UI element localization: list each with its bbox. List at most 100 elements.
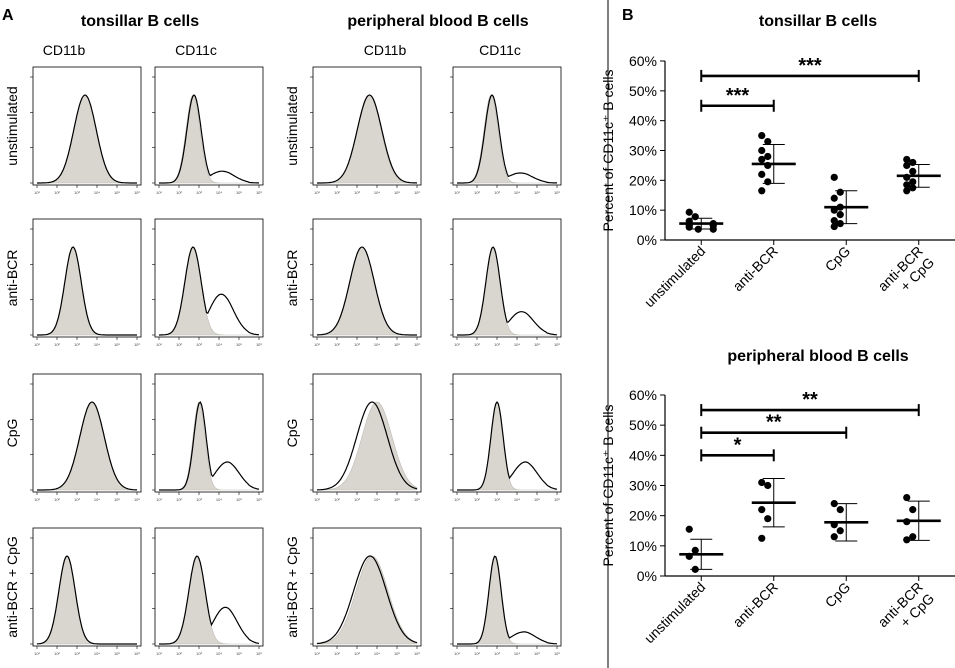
data-point (830, 173, 838, 181)
decade-label: 10² (334, 651, 340, 656)
isotype-histogram (317, 401, 418, 491)
decade-label: 10¹ (314, 342, 320, 347)
y-tick-label: 50% (629, 417, 657, 433)
row-label: anti-BCR + CpG (4, 536, 20, 638)
marker-histogram (159, 246, 260, 336)
x-category-line: unstimulated (641, 243, 708, 310)
data-point (758, 146, 766, 155)
decade-label: 10⁶ (134, 497, 140, 502)
decade-label: 10⁶ (134, 342, 140, 347)
decade-label: 10⁵ (534, 190, 540, 195)
chart-tonsil-title: tonsillar B cells (759, 13, 877, 30)
decade-label: 10⁵ (534, 651, 540, 656)
histogram-grid: unstimulated unstimulated 10¹ 10² 10³ 10⁴ 10⁵ 1… (4, 66, 562, 656)
data-point (764, 515, 772, 523)
decade-label: 10³ (196, 651, 202, 656)
data-point (836, 506, 844, 514)
col-title-blood-cd11b: CD11b (364, 42, 407, 58)
decade-label: 10¹ (454, 497, 460, 502)
y-tick-label: 50% (629, 83, 657, 99)
panel-a-letter: A (2, 7, 14, 24)
data-point (758, 170, 766, 178)
col-title-tonsil-cd11c: CD11c (175, 42, 217, 58)
data-point (903, 493, 911, 502)
x-category-label: unstimulated (641, 243, 708, 310)
decade-label: 10¹ (454, 651, 460, 656)
decade-label: 10⁴ (216, 651, 222, 656)
blood-group-title: peripheral blood B cells (347, 13, 528, 30)
decade-label: 10³ (74, 497, 80, 502)
histogram-frame (32, 527, 142, 647)
data-point (903, 161, 911, 170)
decade-label: 10² (474, 651, 480, 656)
decade-label: 10³ (494, 342, 500, 347)
panel-b-letter: B (622, 7, 634, 24)
isotype-histogram (316, 555, 418, 645)
data-point (764, 481, 772, 490)
decade-label: 10⁵ (114, 342, 120, 347)
marker-histogram (36, 555, 137, 645)
data-point (691, 213, 699, 221)
decade-label: 10⁴ (94, 497, 100, 502)
decade-label: 10⁶ (256, 342, 262, 347)
decade-label: 10² (54, 342, 60, 347)
decade-label: 10³ (74, 190, 80, 195)
decade-label: 10³ (196, 342, 202, 347)
x-category-line: CpG (822, 243, 854, 275)
decade-label: 10⁴ (94, 651, 100, 656)
marker-histogram (457, 94, 557, 184)
data-point (758, 534, 766, 542)
decade-label: 10³ (494, 497, 500, 502)
data-point (903, 187, 911, 195)
x-category-label: unstimulated (641, 579, 708, 646)
chart-blood-title: peripheral blood B cells (727, 348, 908, 365)
decade-label: 10⁵ (394, 651, 400, 656)
y-tick-label: 0% (637, 568, 657, 584)
decade-label: 10² (474, 190, 480, 195)
data-point (836, 211, 844, 219)
decade-label: 10¹ (314, 190, 320, 195)
x-category-line: CpG (822, 579, 854, 611)
y-tick-label: 10% (629, 202, 657, 218)
decade-label: 10⁴ (216, 342, 222, 347)
row-label: anti-BCR + CpG (284, 536, 300, 638)
marker-histogram (37, 94, 137, 184)
histogram-frame (452, 218, 562, 338)
decade-label: 10¹ (314, 651, 320, 656)
decade-label: 10⁴ (94, 342, 100, 347)
x-category-line: anti-BCR (729, 579, 780, 630)
y-tick-label: 30% (629, 478, 657, 494)
data-point (909, 533, 917, 541)
row-label: anti-BCR (4, 250, 20, 307)
decade-label: 10³ (354, 651, 360, 656)
significance-label: *** (798, 55, 822, 77)
x-category-label: CpG (822, 579, 854, 611)
row-label: unstimulated (284, 86, 300, 165)
decade-label: 10⁵ (236, 651, 242, 656)
decade-label: 10² (474, 497, 480, 502)
histogram-frame (154, 218, 264, 338)
decade-label: 10⁵ (114, 651, 120, 656)
decade-label: 10⁶ (256, 190, 262, 195)
data-point (903, 181, 911, 189)
decade-label: 10⁵ (236, 497, 242, 502)
decade-label: 10³ (494, 190, 500, 195)
marker-histogram (159, 401, 260, 491)
chart-blood: 0% 10% 20% 30% 40% 50% 60% Percent of CD11c⁺ B … (600, 387, 955, 646)
decade-label: 10² (54, 497, 60, 502)
data-point (758, 478, 766, 487)
data-point (758, 187, 766, 195)
chart-tonsil: 0% 10% 20% 30% 40% 50% 60% Percent of CD11c⁺ B … (600, 53, 955, 310)
data-point (764, 178, 772, 186)
marker-histogram (317, 94, 418, 184)
x-category-label: anti-BCR+ CpG (874, 243, 937, 306)
y-tick-label: 40% (629, 447, 657, 463)
decade-label: 10¹ (156, 651, 162, 656)
decade-label: 10¹ (156, 342, 162, 347)
decade-label: 10⁶ (414, 190, 420, 195)
decade-label: 10¹ (314, 497, 320, 502)
decade-label: 10⁵ (394, 342, 400, 347)
decade-label: 10⁴ (514, 342, 520, 347)
